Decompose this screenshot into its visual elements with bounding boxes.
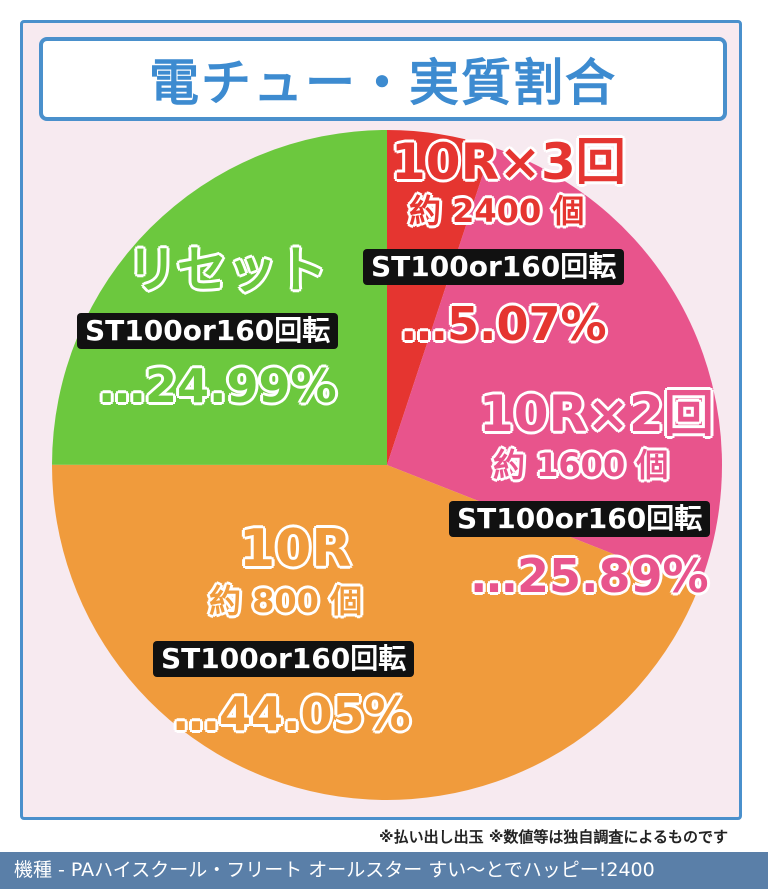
page-title: 電チュー・実質割合 [149, 54, 617, 112]
slice-detail-10r: ST100or160回転 [153, 641, 415, 677]
chart-frame: 電チュー・実質割合 10R×3回 約 2400 個 ST100or160回転 …… [20, 20, 742, 820]
slice-detail-reset: ST100or160回転 [77, 313, 339, 349]
slice-10r3 [387, 130, 492, 465]
slice-label-10r2: 10R×2回 [479, 385, 714, 443]
footer-bar: 機種 - PAハイスクール・フリート オールスター すい〜とでハッピー!2400 [0, 852, 768, 889]
title-box: 電チュー・実質割合 [39, 37, 727, 121]
slice-detail-10r3: ST100or160回転 [363, 249, 625, 285]
footnote: ※払い出し出玉 ※数値等は独自調査によるものです [379, 828, 728, 846]
slice-sub-10r3: 約 2400 個 [409, 192, 585, 230]
slice-pct-10r3: …5.07% [401, 297, 607, 351]
slice-pct-reset: …24.99% [99, 359, 337, 413]
slice-detail-10r2: ST100or160回転 [449, 501, 711, 537]
slice-sub-10r: 約 800 個 [209, 582, 363, 620]
pie-chart [52, 130, 722, 800]
slice-sub-10r2: 約 1600 個 [493, 446, 669, 484]
slice-label-10r: 10R [239, 519, 352, 579]
slice-label-reset: リセット [127, 241, 327, 299]
slice-10r [52, 464, 699, 800]
slice-reset [52, 130, 388, 465]
slice-label-10r3: 10R×3回 [391, 133, 626, 191]
slice-pct-10r2: …25.89% [471, 549, 709, 603]
slice-pct-10r: …44.05% [173, 687, 411, 741]
